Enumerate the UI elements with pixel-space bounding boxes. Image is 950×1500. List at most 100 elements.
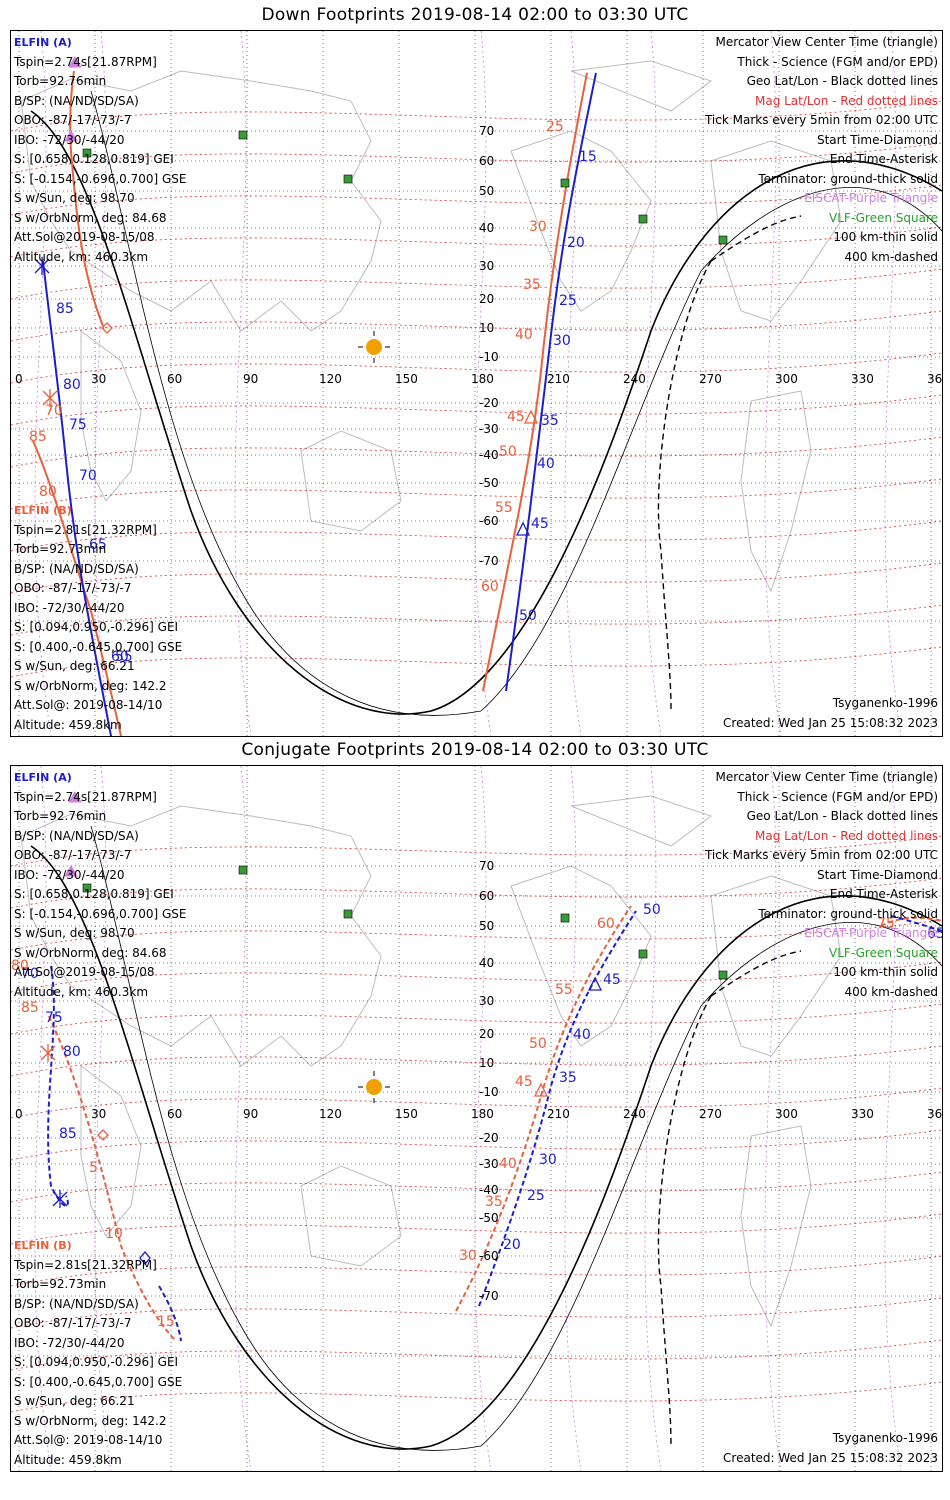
conjugate-footprints-map: 2025303540455065707580853035404550556075… bbox=[10, 765, 943, 1472]
lon-label: 360 bbox=[927, 372, 942, 386]
probe-a-view-triangle bbox=[587, 976, 603, 991]
elfin-b-line: S: [0.094,0.950,-0.296] GEI bbox=[14, 620, 179, 634]
mag-parallel bbox=[11, 268, 942, 300]
vlf-square bbox=[343, 174, 353, 184]
elfin-b-line: Altitude: 459.8km bbox=[14, 1452, 122, 1467]
probe-b-tick-label: 80 bbox=[39, 484, 57, 500]
mag-parallel bbox=[11, 394, 942, 426]
elfin-a-line: B/SP: (NA/ND/SD/SA) bbox=[14, 828, 139, 843]
mag-parallel bbox=[11, 310, 942, 342]
lon-label: 0 bbox=[15, 372, 23, 386]
lat-label: 50 bbox=[479, 919, 494, 933]
mag-grid bbox=[11, 766, 942, 1471]
probe-b-tick-label: 25 bbox=[546, 119, 564, 135]
elfin-a-line: B/SP: (NA/ND/SD/SA) bbox=[14, 93, 139, 108]
lat-label: 40 bbox=[479, 221, 494, 235]
mag-parallel bbox=[11, 352, 942, 384]
legend-item: Mercator View Center Time (triangle) bbox=[715, 770, 938, 784]
probe-b-tick-label: 55 bbox=[555, 982, 573, 998]
vlf-square bbox=[638, 949, 648, 959]
elfin-b-line: OBO: -87/-17/-73/-7 bbox=[14, 581, 132, 595]
time-markers bbox=[34, 257, 539, 536]
elfin-b-line: S w/OrbNorm, deg: 142.2 bbox=[14, 678, 167, 693]
probe-b-track bbox=[48, 905, 942, 1342]
elfin-b-line: Altitude: 459.8km bbox=[14, 717, 122, 732]
mag-parallel bbox=[11, 919, 942, 951]
sun-marker bbox=[358, 1071, 390, 1103]
terminator-lines bbox=[30, 825, 942, 1451]
elfin-a-line: S: [0.658,0.128,0.819] GEI bbox=[14, 152, 174, 166]
mag-parallel bbox=[11, 1297, 942, 1329]
probe-b-tick-label: 40 bbox=[515, 327, 533, 343]
eiscat-markers bbox=[64, 791, 82, 877]
lat-label: 60 bbox=[479, 154, 494, 168]
legend-item: End Time-Asterisk bbox=[829, 152, 938, 166]
elfin-b-info: ELFIN (B) Tspin=2.81s[21.32RPM] Torb=92.… bbox=[14, 501, 182, 735]
probe-b-tick-label: 15 bbox=[157, 1314, 175, 1330]
elfin-b-line: S w/OrbNorm, deg: 142.2 bbox=[14, 1413, 167, 1428]
eiscat-triangle bbox=[64, 130, 78, 142]
lon-label: 240 bbox=[623, 372, 646, 386]
elfin-b-line: S: [0.400,-0.645,0.700] GSE bbox=[14, 639, 183, 654]
probe-a-tick-label: 45 bbox=[603, 972, 621, 988]
lat-label: 60 bbox=[479, 889, 494, 903]
eiscat-triangle bbox=[68, 56, 82, 68]
legend-item: 100 km-thin solid bbox=[833, 230, 938, 244]
sun-icon bbox=[366, 339, 382, 355]
legend-item: End Time-Asterisk bbox=[829, 887, 938, 901]
mag-parallel bbox=[11, 562, 942, 594]
elfin-a-line: S: [-0.154,-0.696,0.700] GSE bbox=[14, 906, 187, 921]
legend-item: Terminator: ground-thick solid bbox=[758, 171, 938, 186]
elfin-a-line: S w/Sun, deg: 98.70 bbox=[14, 191, 135, 205]
legend-item: 400 km-dashed bbox=[844, 984, 938, 999]
time-markers bbox=[40, 976, 603, 1266]
probe-a-tick-label: 15 bbox=[579, 149, 597, 165]
probe-a-tick-label: 25 bbox=[527, 1188, 545, 1204]
vlf-square bbox=[560, 913, 570, 923]
elfin-a-info: ELFIN (A) Tspin=2.74s[21.87RPM] Torb=92.… bbox=[14, 768, 187, 1002]
elfin-a-line: Torb=92.76min bbox=[14, 809, 107, 823]
probe-b-tick-label: 60 bbox=[481, 579, 499, 595]
mag-parallel bbox=[11, 877, 942, 909]
lon-label: 60 bbox=[167, 1107, 182, 1121]
continent-outlines bbox=[20, 795, 842, 1328]
legend-item: Tick Marks every 5min from 02:00 UTC bbox=[704, 113, 938, 127]
mag-meridian bbox=[644, 766, 662, 1471]
lat-label: 30 bbox=[479, 259, 494, 273]
mag-parallel bbox=[11, 1003, 942, 1035]
elfin-a-line: Tspin=2.74s[21.87RPM] bbox=[14, 54, 157, 69]
elfin-a-line: OBO: -87/-17/-73/-7 bbox=[14, 113, 132, 127]
legend-item: Tick Marks every 5min from 02:00 UTC bbox=[704, 848, 938, 862]
lat-labels: 70 60 50 40 30 20 10 -10 -20 -30 -40 -50 -60 -70 bbox=[479, 859, 499, 1303]
elfin-b-line: B/SP: (NA/ND/SD/SA) bbox=[14, 1296, 139, 1311]
mag-meridian bbox=[644, 31, 662, 736]
elfin-b-info: ELFIN (B) Tspin=2.81s[21.32RPM] Torb=92.… bbox=[14, 1236, 182, 1470]
top-panel-title: Down Footprints 2019-08-14 02:00 to 03:3… bbox=[261, 5, 689, 25]
elfin-b-line: Tspin=2.81s[21.32RPM] bbox=[14, 522, 157, 537]
vlf-square bbox=[718, 235, 728, 245]
probe-b-tick-label: 80 bbox=[11, 958, 29, 974]
elfin-a-line: Att.Sol@2019-08-15/08 bbox=[14, 965, 155, 979]
probe-b-view-triangle bbox=[533, 1082, 549, 1097]
mag-parallel bbox=[11, 1129, 942, 1161]
mag-parallel bbox=[11, 1381, 942, 1413]
elfin-a-line: IBO: -72/30/-44/20 bbox=[14, 867, 125, 882]
mag-parallel bbox=[11, 1171, 942, 1203]
lon-label: 120 bbox=[319, 372, 342, 386]
probe-b-tick-label: 70 bbox=[45, 403, 63, 419]
lon-label: 0 bbox=[15, 1107, 23, 1121]
elfin-a-line: OBO: -87/-17/-73/-7 bbox=[14, 848, 132, 862]
lat-label: 20 bbox=[479, 1027, 494, 1041]
elfin-b-line: OBO: -87/-17/-73/-7 bbox=[14, 1316, 132, 1330]
eiscat-markers bbox=[64, 56, 82, 142]
elfin-b-line: S: [0.400,-0.645,0.700] GSE bbox=[14, 1374, 183, 1389]
vlf-square bbox=[238, 130, 248, 140]
probe-a-view-triangle bbox=[515, 521, 531, 536]
probe-b-tick-label: 35 bbox=[523, 277, 541, 293]
legend-item: 400 km-dashed bbox=[844, 249, 938, 264]
elfin-a-line: S: [0.658,0.128,0.819] GEI bbox=[14, 887, 174, 901]
lat-label: -60 bbox=[479, 514, 499, 528]
probe-a-track bbox=[42, 72, 597, 736]
vlf-square bbox=[718, 970, 728, 980]
elfin-b-header: ELFIN (B) bbox=[14, 504, 72, 517]
